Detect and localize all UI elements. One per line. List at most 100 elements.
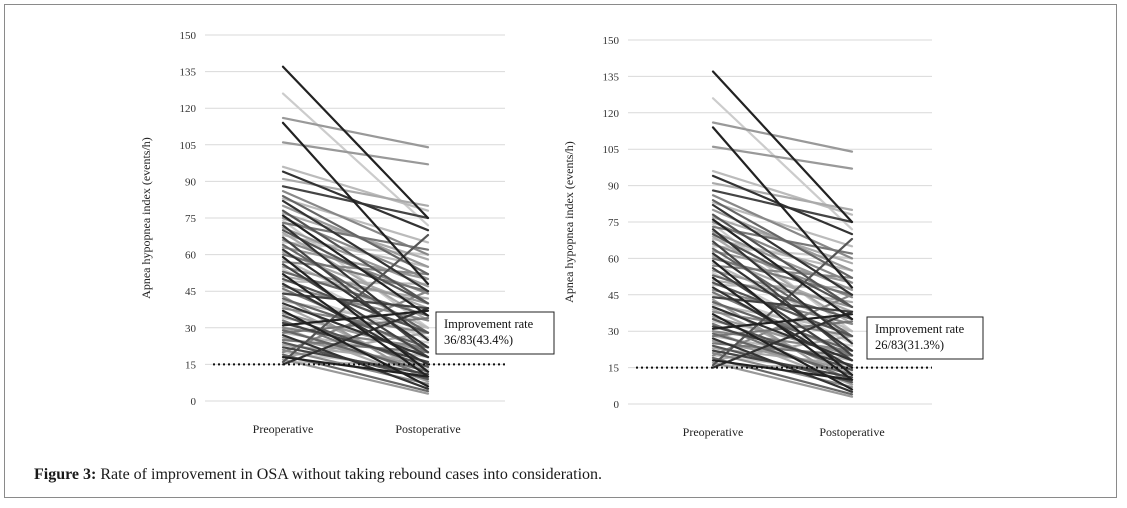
series-line	[281, 199, 430, 293]
series-lines	[711, 70, 854, 398]
series-line	[711, 305, 854, 362]
series-line	[281, 302, 430, 359]
series-line	[711, 174, 854, 236]
series-line	[281, 355, 430, 378]
series-line	[281, 194, 430, 276]
y-tick-label: 120	[603, 108, 620, 120]
series-line	[711, 228, 854, 345]
x-category-label-postoperative: Postoperative	[819, 425, 884, 439]
series-line	[281, 141, 430, 166]
series-line	[711, 267, 854, 362]
series-line	[281, 246, 430, 281]
y-tick-label: 75	[608, 217, 620, 229]
series-line	[711, 315, 854, 357]
series-line	[281, 170, 430, 232]
series-line	[711, 276, 854, 381]
figure-caption: Figure 3: Rate of improvement in OSA wit…	[34, 466, 602, 484]
annotation-title: Improvement rate	[444, 317, 534, 331]
series-line	[711, 349, 854, 379]
series-line	[281, 265, 430, 305]
y-tick-label: 15	[185, 359, 197, 371]
series-line	[281, 334, 430, 390]
y-tick-label: 0	[614, 399, 620, 411]
series-line	[281, 236, 430, 354]
series-line	[281, 65, 430, 220]
y-tick-label: 105	[603, 144, 620, 156]
series-line	[711, 310, 854, 369]
figure-frame	[4, 4, 1117, 498]
series-line	[281, 214, 430, 317]
series-line	[711, 201, 854, 248]
y-axis-label: Apnea hypopnea index (events/h)	[139, 137, 153, 299]
series-line	[281, 177, 430, 207]
series-line	[711, 325, 854, 367]
series-line	[711, 334, 854, 362]
series-line	[711, 259, 854, 376]
series-line	[281, 321, 430, 364]
y-tick-label: 150	[603, 35, 620, 47]
caption-text: Rate of improvement in OSA without takin…	[96, 466, 603, 483]
series-line	[281, 277, 430, 334]
series-line	[281, 121, 430, 285]
series-line	[711, 169, 854, 216]
series-line	[281, 263, 430, 359]
annotation-title: Improvement rate	[875, 322, 965, 336]
y-tick-label: 75	[185, 213, 197, 225]
series-line	[281, 224, 430, 342]
series-lines	[281, 65, 430, 395]
y-tick-label: 60	[608, 253, 620, 265]
series-line	[711, 359, 854, 381]
series-line	[711, 199, 854, 279]
caption-label: Figure 3:	[34, 466, 97, 483]
series-line	[281, 116, 430, 149]
series-line	[281, 307, 430, 366]
x-category-label-preoperative: Preoperative	[683, 425, 744, 439]
annotation-value: 36/83(43.4%)	[444, 333, 513, 347]
y-tick-label: 30	[608, 326, 620, 338]
series-line	[711, 182, 854, 211]
y-tick-label: 45	[608, 290, 620, 302]
series-line	[711, 121, 854, 153]
series-line	[711, 213, 854, 309]
y-tick-label: 45	[185, 286, 197, 298]
series-line	[711, 337, 854, 393]
y-tick-label: 150	[180, 30, 197, 42]
series-line	[281, 209, 430, 305]
y-tick-label: 30	[185, 323, 197, 335]
series-line	[281, 255, 430, 373]
series-line	[711, 126, 854, 289]
series-line	[711, 281, 854, 338]
y-tick-label: 90	[185, 176, 197, 188]
series-line	[281, 190, 430, 256]
series-line	[711, 70, 854, 224]
series-line	[711, 145, 854, 170]
annotation-box	[435, 311, 555, 355]
y-tick-label: 120	[180, 103, 197, 115]
y-tick-label: 0	[191, 396, 197, 408]
series-line	[711, 313, 854, 330]
series-line	[711, 218, 854, 321]
y-axis-label: Apnea hypopnea index (events/h)	[562, 141, 576, 303]
series-line	[281, 331, 430, 359]
annotation-box	[866, 316, 984, 360]
series-line	[711, 252, 854, 352]
series-line	[281, 346, 430, 376]
y-tick-label: 135	[603, 71, 620, 83]
series-line	[281, 165, 430, 212]
chart-left: 0 15 30 45 60 75 90 105 120 135 150 Apnea hypopnea …	[139, 30, 555, 436]
series-line	[711, 250, 854, 284]
series-line	[711, 203, 854, 296]
series-line	[281, 248, 430, 349]
y-tick-label: 90	[608, 181, 620, 193]
annotation-value: 26/83(31.3%)	[875, 338, 944, 352]
x-category-label-postoperative: Postoperative	[395, 422, 460, 436]
series-line	[281, 312, 430, 354]
series-line	[281, 358, 430, 395]
series-line	[711, 269, 854, 309]
series-line	[711, 240, 854, 357]
y-tick-label: 60	[185, 250, 197, 262]
series-line	[281, 309, 430, 327]
series-line	[281, 197, 430, 244]
series-line	[711, 332, 854, 376]
y-tick-label: 105	[180, 140, 197, 152]
